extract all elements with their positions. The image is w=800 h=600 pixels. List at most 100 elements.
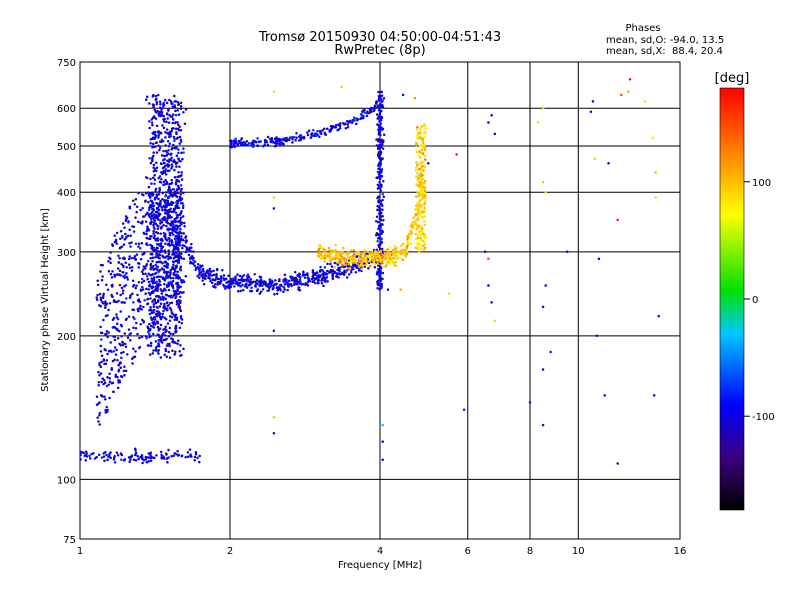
data-point (258, 275, 262, 279)
data-point (186, 455, 190, 458)
data-point (381, 440, 384, 443)
data-point (232, 282, 235, 285)
data-point (321, 129, 324, 132)
data-point (323, 260, 327, 263)
data-point (178, 326, 182, 329)
data-point (353, 259, 357, 263)
data-point (172, 143, 175, 147)
data-point (421, 177, 425, 180)
data-point (420, 125, 423, 129)
data-point (168, 231, 171, 235)
data-point (320, 281, 324, 285)
data-point (188, 448, 192, 451)
data-point (113, 335, 117, 338)
data-point (243, 143, 247, 147)
data-point (315, 276, 319, 279)
data-point (172, 267, 176, 271)
data-point (376, 270, 379, 274)
data-point (182, 290, 185, 294)
data-point (167, 144, 171, 148)
data-point (419, 131, 422, 135)
data-point (298, 134, 302, 137)
data-point (129, 245, 132, 248)
data-point (141, 206, 144, 210)
data-point (164, 235, 167, 238)
data-point (162, 204, 166, 208)
data-point (204, 272, 207, 275)
data-point (162, 180, 166, 184)
data-point (173, 207, 177, 211)
data-point (177, 187, 181, 191)
data-point (107, 331, 110, 334)
data-point (113, 346, 117, 349)
data-point (379, 157, 382, 161)
data-point (234, 275, 237, 279)
data-point (378, 257, 381, 260)
data-point (158, 100, 162, 104)
data-point (380, 284, 383, 287)
data-point (179, 268, 183, 272)
data-point (244, 283, 248, 286)
data-point (153, 130, 157, 134)
data-point (150, 277, 153, 280)
data-point (177, 320, 181, 324)
data-point (359, 263, 363, 267)
data-point (105, 283, 108, 287)
data-point (284, 139, 287, 143)
data-point (164, 191, 168, 194)
data-point (168, 135, 171, 139)
data-point (173, 318, 177, 322)
data-point (166, 169, 170, 173)
data-point (152, 230, 155, 233)
data-point (163, 271, 166, 274)
data-point (179, 104, 183, 108)
data-point (215, 267, 219, 271)
data-point (657, 314, 660, 318)
data-point (154, 187, 158, 191)
data-point (95, 395, 99, 398)
data-point (102, 359, 106, 362)
data-point (365, 114, 369, 118)
data-point (400, 243, 404, 247)
data-point (306, 131, 309, 134)
data-point (295, 136, 298, 139)
data-point (333, 255, 336, 259)
data-point (113, 338, 117, 342)
data-point (169, 271, 172, 274)
data-point (179, 183, 183, 187)
data-point (233, 139, 236, 142)
data-point (168, 326, 172, 330)
data-point (139, 288, 143, 291)
data-point (327, 249, 330, 252)
data-point (419, 206, 423, 209)
data-point (628, 78, 632, 81)
data-point (153, 197, 157, 201)
data-point (341, 251, 345, 254)
data-point (117, 364, 121, 367)
data-point (157, 144, 160, 147)
data-point (363, 264, 367, 267)
data-point (130, 357, 134, 360)
data-point (167, 350, 170, 354)
data-point (150, 215, 153, 218)
data-point (168, 237, 171, 240)
data-point (171, 349, 174, 352)
data-point (113, 358, 116, 361)
data-point (293, 270, 297, 274)
data-point (115, 242, 119, 245)
data-point (158, 268, 162, 272)
data-point (167, 252, 171, 255)
data-point (168, 227, 171, 231)
data-point (112, 349, 116, 353)
data-point (220, 279, 223, 282)
data-point (354, 270, 358, 274)
data-point (116, 359, 119, 362)
data-point (227, 274, 230, 277)
data-point (421, 184, 424, 187)
data-point (149, 341, 153, 345)
data-point (106, 335, 109, 339)
data-point (378, 164, 382, 168)
data-point (152, 154, 155, 158)
data-point (120, 453, 124, 457)
data-point (252, 145, 255, 148)
